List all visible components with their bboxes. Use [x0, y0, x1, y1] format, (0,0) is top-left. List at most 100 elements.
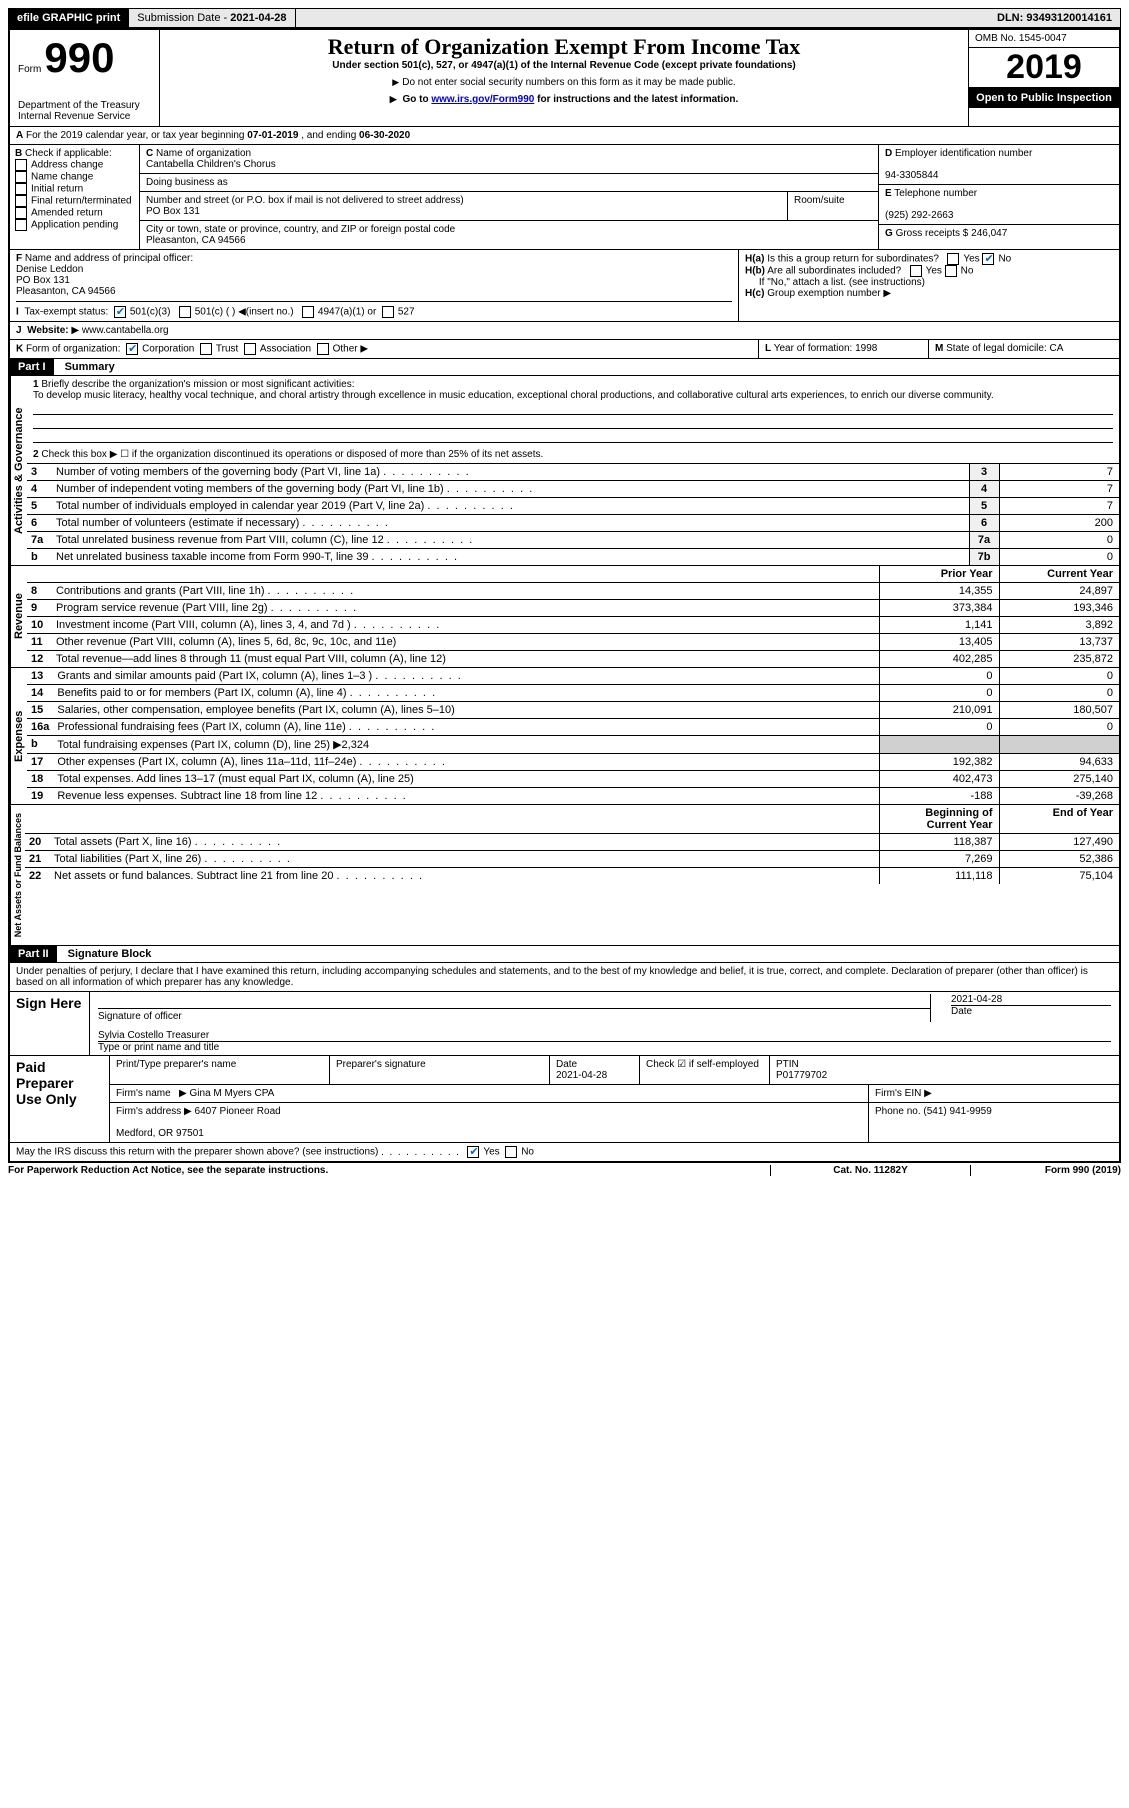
- check-other[interactable]: [317, 343, 329, 355]
- n20-t: Total assets (Part X, line 16): [54, 836, 280, 848]
- check-527[interactable]: [382, 306, 394, 318]
- e13-c: 0: [999, 668, 1119, 685]
- r9-n: 9: [31, 602, 37, 614]
- ha-yes[interactable]: [947, 253, 959, 265]
- e17-p: 192,382: [879, 754, 999, 771]
- boxK-label: Form of organization:: [26, 344, 121, 355]
- e15-t: Salaries, other compensation, employee b…: [57, 704, 454, 716]
- discuss: May the IRS discuss this return with the…: [16, 1147, 459, 1158]
- e18-t: Total expenses. Add lines 13–17 (must eq…: [57, 773, 413, 785]
- tax-year: 2019: [969, 48, 1119, 88]
- check-initial[interactable]: [15, 183, 27, 195]
- boxK-0: Corporation: [142, 344, 194, 355]
- boxI-4: 527: [398, 307, 415, 318]
- hb-yes[interactable]: [910, 265, 922, 277]
- section-expenses: Expenses: [10, 668, 27, 804]
- firm-addr-label: Firm's address: [116, 1106, 181, 1117]
- check-corp[interactable]: [126, 343, 138, 355]
- open-public: Open to Public Inspection: [969, 88, 1119, 108]
- part2-header-row: Part II Signature Block: [10, 946, 1119, 963]
- state-domicile: CA: [1050, 343, 1064, 354]
- officer-name: Sylvia Costello Treasurer: [98, 1030, 209, 1041]
- boxI-0: 501(c)(3): [130, 307, 171, 318]
- g7a-t: Total unrelated business revenue from Pa…: [56, 534, 472, 546]
- boxL-label: Year of formation:: [774, 343, 853, 354]
- r11-t: Other revenue (Part VIII, column (A), li…: [56, 636, 396, 648]
- r12-c: 235,872: [999, 651, 1119, 668]
- e18-p: 402,473: [879, 771, 999, 788]
- e16a-p: 0: [879, 719, 999, 736]
- check-amended[interactable]: [15, 207, 27, 219]
- room-suite: Room/suite: [788, 192, 878, 220]
- e15-c: 180,507: [999, 702, 1119, 719]
- boxI-2: (insert no.): [246, 307, 294, 318]
- g4-v: 7: [999, 481, 1119, 498]
- boxF-1: PO Box 131: [16, 275, 70, 286]
- exp-table: 13Grants and similar amounts paid (Part …: [27, 668, 1119, 804]
- g7a-l: 7a: [969, 532, 999, 549]
- g3-l: 3: [969, 464, 999, 481]
- sig-date-value: 2021-04-28: [951, 994, 1111, 1005]
- e16a-n: 16a: [31, 721, 49, 733]
- part2-title: Signature Block: [60, 946, 160, 962]
- boxI-3: 4947(a)(1) or: [318, 307, 376, 318]
- g3-v: 7: [999, 464, 1119, 481]
- boxH-c: Group exemption number: [767, 288, 880, 299]
- hb-no[interactable]: [945, 265, 957, 277]
- firm-addr2: Medford, OR 97501: [116, 1128, 204, 1139]
- subtitle: Under section 501(c), 527, or 4947(a)(1)…: [168, 60, 960, 71]
- form-header: Form 990 Department of the Treasury Inte…: [8, 28, 1121, 1163]
- boxB-3: Final return/terminated: [31, 196, 132, 207]
- g3-t: Number of voting members of the governin…: [56, 466, 469, 478]
- check-trust[interactable]: [200, 343, 212, 355]
- e19-p: -188: [879, 788, 999, 805]
- footer-left: For Paperwork Reduction Act Notice, see …: [8, 1165, 771, 1176]
- phone-label: Phone no.: [875, 1106, 921, 1117]
- boxC-dba-label: Doing business as: [146, 177, 228, 188]
- g7b-n: b: [31, 551, 38, 563]
- e16b-t: Total fundraising expenses (Part IX, col…: [57, 739, 369, 751]
- n21-n: 21: [29, 853, 41, 865]
- check-4947[interactable]: [302, 306, 314, 318]
- discuss-yes[interactable]: [467, 1146, 479, 1158]
- gov-table: 3 Number of voting members of the governi…: [27, 463, 1119, 565]
- website: www.cantabella.org: [82, 325, 169, 336]
- g7b-l: 7b: [969, 549, 999, 566]
- footer-mid: Cat. No. 11282Y: [771, 1165, 971, 1176]
- check-501c[interactable]: [179, 306, 191, 318]
- r8-p: 14,355: [879, 583, 999, 600]
- submission-value: 2021-04-28: [230, 12, 286, 24]
- boxI-1: 501(c) ( ): [195, 307, 236, 318]
- ha-no[interactable]: [982, 253, 994, 265]
- check-501c3[interactable]: [114, 306, 126, 318]
- discuss-no[interactable]: [505, 1146, 517, 1158]
- efile-print-button[interactable]: efile GRAPHIC print: [9, 9, 129, 27]
- check-pending[interactable]: [15, 219, 27, 231]
- boxB-0: Address change: [31, 160, 103, 171]
- r9-c: 193,346: [999, 600, 1119, 617]
- check-assoc[interactable]: [244, 343, 256, 355]
- g7a-n: 7a: [31, 534, 43, 546]
- note1: Do not enter social security numbers on …: [402, 77, 735, 88]
- ein: 94-3305844: [885, 170, 938, 181]
- boxJ-label: Website:: [27, 325, 69, 336]
- g4-l: 4: [969, 481, 999, 498]
- boxB-1: Name change: [31, 172, 93, 183]
- footer: For Paperwork Reduction Act Notice, see …: [8, 1165, 1121, 1176]
- instructions-link[interactable]: www.irs.gov/Form990: [431, 94, 534, 105]
- section-governance: Activities & Governance: [10, 376, 27, 565]
- boxB-label: Check if applicable:: [25, 148, 112, 159]
- boxH-b-note: If "No," attach a list. (see instruction…: [759, 277, 925, 288]
- prep-sig-label: Preparer's signature: [330, 1056, 550, 1084]
- gross-receipts: 246,047: [971, 228, 1007, 239]
- e16b-n: b: [31, 738, 38, 750]
- check-final[interactable]: [15, 195, 27, 207]
- r10-n: 10: [31, 619, 43, 631]
- line2: Check this box ▶ ☐ if the organization d…: [41, 449, 543, 460]
- e17-n: 17: [31, 756, 43, 768]
- check-address[interactable]: [15, 159, 27, 171]
- check-name[interactable]: [15, 171, 27, 183]
- form-title: Return of Organization Exempt From Incom…: [168, 34, 960, 60]
- e15-n: 15: [31, 704, 43, 716]
- org-city: Pleasanton, CA 94566: [146, 235, 246, 246]
